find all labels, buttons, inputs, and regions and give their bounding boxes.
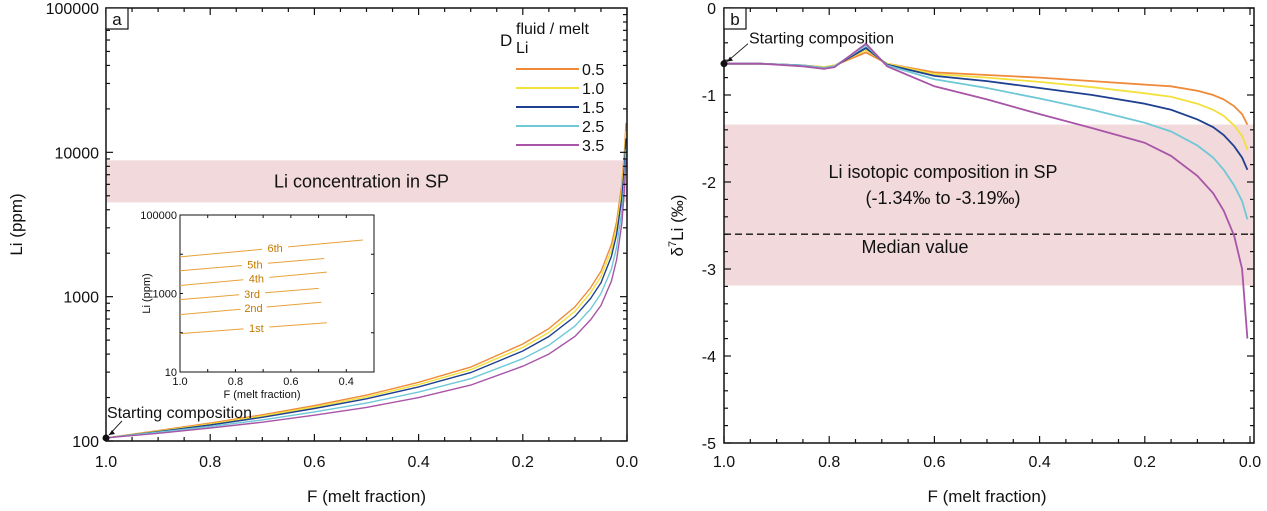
sp-isotope-band <box>724 124 1254 286</box>
inset-x-tick-label: 0.8 <box>228 376 243 388</box>
legend-title-sub: Li <box>516 40 528 57</box>
legend-label: 2.5 <box>582 119 604 136</box>
y-axis-title: Li (ppm) <box>7 193 26 255</box>
series-line-3.5 <box>724 42 1249 339</box>
legend-title-main: D <box>500 31 512 50</box>
legend-title-sup: fluid / melt <box>516 21 589 38</box>
panel-label-box <box>723 7 747 30</box>
inset-chart: 1st 2nd 3rd 4th 5th 6th 1.0 0.8 0.6 0.4 10 1000 1000… <box>140 210 375 401</box>
legend-label: 1.5 <box>582 100 604 117</box>
band-label-line1: Li isotopic composition in SP <box>828 162 1057 182</box>
x-tick-label: 0.2 <box>512 454 534 471</box>
start-arrow-head <box>109 429 115 435</box>
y-tick-label: 100000 <box>46 1 99 18</box>
y-tick-label: -1 <box>702 88 716 105</box>
y-tick-label: -4 <box>702 349 716 366</box>
x-tick-label: 0.0 <box>1239 454 1261 471</box>
x-axis-title: F (melt fraction) <box>927 487 1046 506</box>
inset-line-label: 2nd <box>244 303 262 315</box>
inset-line-3rd <box>265 287 319 294</box>
x-tick-label: 0.8 <box>818 454 840 471</box>
inset-line-2nd <box>179 308 241 316</box>
panel-label: b <box>730 10 739 29</box>
inset-line-label: 6th <box>267 243 282 255</box>
inset-line-5th <box>179 264 242 272</box>
inset-y-tick-label: 1000 <box>153 289 177 301</box>
inset-y-tick-label: 100000 <box>140 210 177 222</box>
median-label: Median value <box>861 237 968 257</box>
y-axis-title-delta: δ <box>668 247 687 256</box>
y-axis-title: δ7Li (‰) <box>667 195 687 257</box>
y-axis-title-sup: 7 <box>667 241 679 247</box>
x-tick-label: 0.4 <box>1028 454 1050 471</box>
inset-line-label: 4th <box>249 274 264 286</box>
y-axis-title-rest: Li (‰) <box>668 195 687 241</box>
x-tick-label: 0.8 <box>199 454 221 471</box>
inset-line-label: 1st <box>249 323 264 335</box>
start-arrow-head <box>727 56 733 62</box>
inset-line-2nd <box>266 301 322 308</box>
y-tick-label: -2 <box>702 175 716 192</box>
inset-line-1st <box>269 322 327 328</box>
inset-line-4th <box>269 271 327 278</box>
y-tick-label: 10000 <box>55 145 100 162</box>
band-label-line2: (-1.34‰ to -3.19‰) <box>865 188 1020 208</box>
panel-a: Li concentration in SP 1.0 0.8 0.6 0.4 0.2 0.0… <box>7 1 638 506</box>
inset-line-6th <box>288 239 363 248</box>
y-tick-label: 1000 <box>63 290 99 307</box>
legend-label: 1.0 <box>582 81 604 98</box>
inset-line-3rd <box>179 294 240 301</box>
series-line-0.5 <box>105 122 627 439</box>
inset-line-5th <box>267 257 325 264</box>
plot-frame <box>723 7 1255 444</box>
panel-label-box <box>105 7 129 30</box>
start-annotation: Starting composition <box>749 31 894 48</box>
start-point-marker <box>720 60 728 68</box>
inset-y-tick-label: 10 <box>165 367 177 379</box>
x-tick-label: 1.0 <box>713 454 735 471</box>
start-point-marker <box>102 434 110 442</box>
inset-line-4th <box>179 279 244 286</box>
inset-x-axis-title: F (melt fraction) <box>223 389 300 401</box>
series-line-1.0 <box>105 131 627 439</box>
y-tick-label: -3 <box>702 262 716 279</box>
x-tick-label: 0.2 <box>1134 454 1156 471</box>
inset-x-tick-label: 0.4 <box>339 376 354 388</box>
x-axis-title: F (melt fraction) <box>307 487 426 506</box>
x-tick-label: 0.0 <box>616 454 638 471</box>
x-tick-label: 0.6 <box>303 454 325 471</box>
inset-x-tick-label: 1.0 <box>172 376 187 388</box>
x-tick-label: 1.0 <box>95 454 117 471</box>
y-tick-label: -5 <box>702 436 716 453</box>
inset-line-label: 3rd <box>244 289 260 301</box>
inset-line-6th <box>179 248 263 258</box>
band-label: Li concentration in SP <box>274 171 449 191</box>
panel-label: a <box>112 10 122 29</box>
y-tick-label: 100 <box>72 434 99 451</box>
y-tick-label: 0 <box>707 1 716 18</box>
inset-line-label: 5th <box>247 259 262 271</box>
inset-frame <box>179 214 375 373</box>
sp-concentration-band <box>106 160 627 203</box>
series-line-3.5 <box>105 158 627 439</box>
series-line-1.5 <box>105 138 627 439</box>
start-annotation: Starting composition <box>107 405 252 422</box>
x-tick-label: 0.4 <box>407 454 429 471</box>
x-tick-label: 0.6 <box>923 454 945 471</box>
inset-line-1st <box>179 328 244 335</box>
inset-x-tick-label: 0.6 <box>283 376 298 388</box>
legend-label: 3.5 <box>582 138 604 155</box>
legend-label: 0.5 <box>582 62 604 79</box>
inset-y-axis-title: Li (ppm) <box>141 273 153 313</box>
panel-b: Li isotopic composition in SP (-1.34‰ to … <box>667 1 1261 506</box>
series-line-2.5 <box>105 149 627 439</box>
